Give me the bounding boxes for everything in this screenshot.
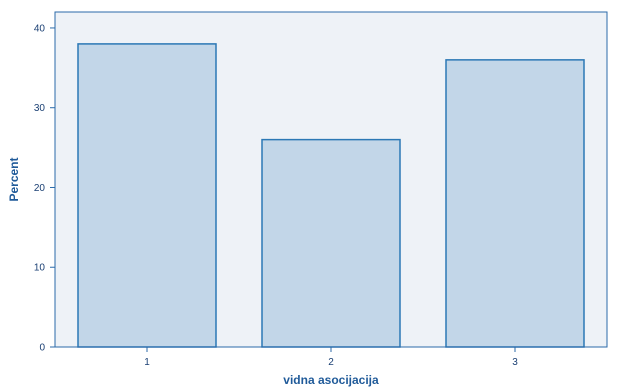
y-axis-title: Percent <box>7 157 21 201</box>
bar-1 <box>77 43 217 348</box>
y-tick-label-0: 0 <box>39 343 45 354</box>
bars-group <box>77 43 585 348</box>
x-tick-label-3: 3 <box>512 357 518 368</box>
y-tick-label-30: 30 <box>34 103 46 114</box>
axes-group: 0 10 20 30 40 1 2 3 <box>34 12 607 368</box>
x-tick-label-1: 1 <box>144 357 150 368</box>
x-tick-label-2: 2 <box>328 357 334 368</box>
y-tick-label-10: 10 <box>34 263 46 274</box>
x-axis-title: vidna asocijacija <box>283 373 379 387</box>
y-tick-label-20: 20 <box>34 183 46 194</box>
bar-2 <box>261 138 401 348</box>
bar-3 <box>445 59 585 348</box>
y-tick-label-40: 40 <box>34 23 46 34</box>
